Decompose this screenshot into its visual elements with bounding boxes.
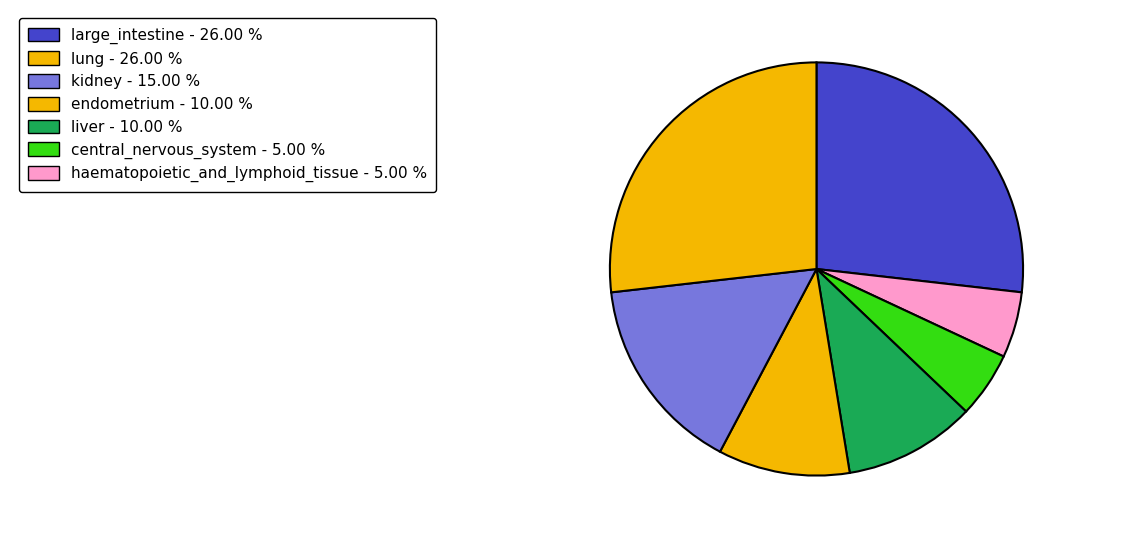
Legend: large_intestine - 26.00 %, lung - 26.00 %, kidney - 15.00 %, endometrium - 10.00: large_intestine - 26.00 %, lung - 26.00 … bbox=[19, 18, 437, 192]
Wedge shape bbox=[816, 269, 1004, 412]
Wedge shape bbox=[816, 269, 1022, 357]
Wedge shape bbox=[610, 62, 816, 292]
Wedge shape bbox=[816, 62, 1023, 292]
Wedge shape bbox=[816, 269, 966, 473]
Wedge shape bbox=[720, 269, 849, 476]
Wedge shape bbox=[611, 269, 816, 452]
